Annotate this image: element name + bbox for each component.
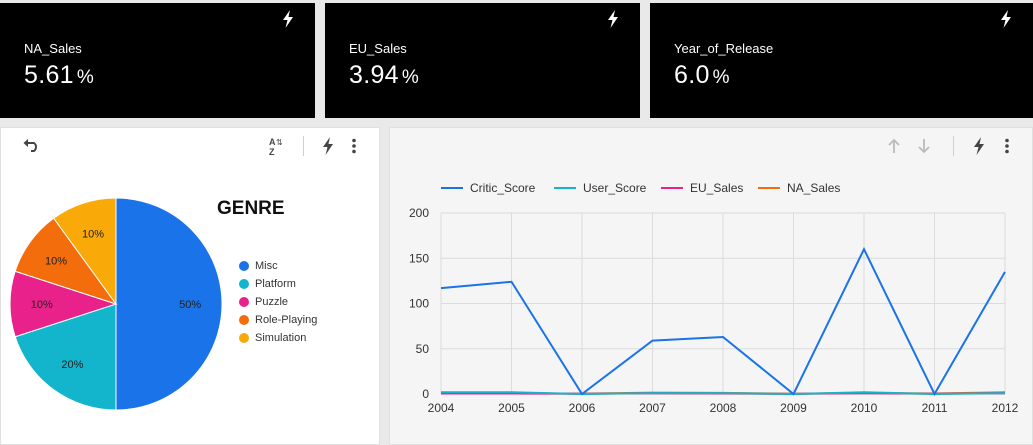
legend-item-misc[interactable]: Misc xyxy=(239,260,278,272)
line-chart-panel: Critic_Score User_Score EU_Sales NA_Sale… xyxy=(389,127,1033,445)
kpi-label: NA_Sales xyxy=(24,41,82,56)
kpi-value: 6.0% xyxy=(674,61,730,89)
bolt-icon[interactable] xyxy=(281,10,295,28)
pie-slice-label: 20% xyxy=(61,359,83,371)
legend-label: Simulation xyxy=(255,332,307,344)
legend-swatch xyxy=(239,297,249,307)
y-tick-label: 150 xyxy=(409,251,429,265)
legend-swatch xyxy=(441,187,463,189)
bolt-icon[interactable] xyxy=(972,137,986,155)
pie-slice-misc[interactable] xyxy=(115,197,223,411)
legend-item-puzzle[interactable]: Puzzle xyxy=(239,296,288,308)
pie-slice-label: 50% xyxy=(179,299,201,311)
x-tick-label: 2009 xyxy=(780,401,807,415)
x-tick-label: 2010 xyxy=(851,401,878,415)
legend-swatch xyxy=(554,187,576,189)
legend-item-eu-sales[interactable]: EU_Sales xyxy=(661,181,743,195)
pie-slice-platform[interactable] xyxy=(14,303,117,411)
arrow-up-icon[interactable] xyxy=(887,138,901,154)
y-tick-label: 50 xyxy=(416,342,430,356)
legend-swatch xyxy=(239,333,249,343)
y-tick-label: 0 xyxy=(422,387,429,401)
legend-item-na-sales[interactable]: NA_Sales xyxy=(758,181,840,195)
legend-item-user-score[interactable]: User_Score xyxy=(554,181,646,195)
legend-swatch xyxy=(239,315,249,325)
legend-label: Role-Playing xyxy=(255,314,318,326)
pie-chart-panel: A ⇅ Z 50% 20% 10% 10% 10% GENRE Misc Platfor… xyxy=(0,127,380,445)
pie-slice-label: 10% xyxy=(45,255,67,267)
legend-label: Critic_Score xyxy=(470,181,536,195)
x-tick-label: 2011 xyxy=(922,401,948,415)
series-line-critic-score[interactable] xyxy=(440,246,1006,397)
undo-icon[interactable] xyxy=(23,138,41,152)
legend-item-role-playing[interactable]: Role-Playing xyxy=(239,314,317,326)
toolbar-divider xyxy=(303,136,304,156)
legend-item-platform[interactable]: Platform xyxy=(239,278,296,290)
legend-label: NA_Sales xyxy=(787,181,841,195)
legend-swatch xyxy=(661,187,683,189)
legend-label: Misc xyxy=(255,260,278,272)
y-tick-label: 100 xyxy=(409,297,429,311)
kpi-label: Year_of_Release xyxy=(674,41,774,56)
legend-label: User_Score xyxy=(583,181,647,195)
kpi-label: EU_Sales xyxy=(349,41,407,56)
svg-text:⇅: ⇅ xyxy=(276,138,283,147)
kpi-value: 3.94% xyxy=(349,61,420,89)
legend-item-critic-score[interactable]: Critic_Score xyxy=(441,181,535,195)
bolt-icon[interactable] xyxy=(606,10,620,28)
kpi-card-year-of-release[interactable]: Year_of_Release 6.0% xyxy=(650,3,1033,118)
sort-az-icon[interactable]: A ⇅ Z xyxy=(267,136,285,156)
pie-slice-label: 10% xyxy=(31,299,53,311)
x-tick-label: 2006 xyxy=(569,401,596,415)
x-tick-label: 2005 xyxy=(498,401,525,415)
toolbar-divider xyxy=(953,136,954,156)
legend-item-simulation[interactable]: Simulation xyxy=(239,332,306,344)
x-tick-label: 2008 xyxy=(710,401,737,415)
kpi-card-eu-sales[interactable]: EU_Sales 3.94% xyxy=(325,3,640,118)
bolt-icon[interactable] xyxy=(999,10,1013,28)
legend-label: EU_Sales xyxy=(690,181,744,195)
x-tick-label: 2004 xyxy=(428,401,455,415)
pie-slice-label: 10% xyxy=(82,228,104,240)
legend-swatch xyxy=(239,261,249,271)
pie-chart: 50% 20% 10% 10% 10% GENRE xyxy=(9,197,285,411)
pie-title: GENRE xyxy=(217,198,285,219)
svg-text:Z: Z xyxy=(269,147,275,156)
series-line-user-score[interactable] xyxy=(441,391,1006,396)
legend-swatch xyxy=(239,279,249,289)
x-tick-label: 2007 xyxy=(639,401,666,415)
legend-label: Platform xyxy=(255,278,296,290)
arrow-down-icon[interactable] xyxy=(917,138,931,154)
more-vert-icon[interactable] xyxy=(1004,138,1010,154)
svg-text:A: A xyxy=(269,137,276,147)
more-vert-icon[interactable] xyxy=(351,138,357,154)
kpi-value: 5.61% xyxy=(24,61,95,89)
legend-label: Puzzle xyxy=(255,296,289,308)
legend-swatch xyxy=(758,187,780,189)
kpi-card-na-sales[interactable]: NA_Sales 5.61% xyxy=(0,3,315,118)
bolt-icon[interactable] xyxy=(321,137,335,155)
x-tick-label: 2012 xyxy=(992,401,1019,415)
pie-slice-simulation[interactable] xyxy=(52,197,117,306)
y-tick-label: 200 xyxy=(409,206,429,220)
line-chart: 0 50 100 150 200 2004 2005 2006 2007 2008 2009 2010… xyxy=(409,206,1019,415)
